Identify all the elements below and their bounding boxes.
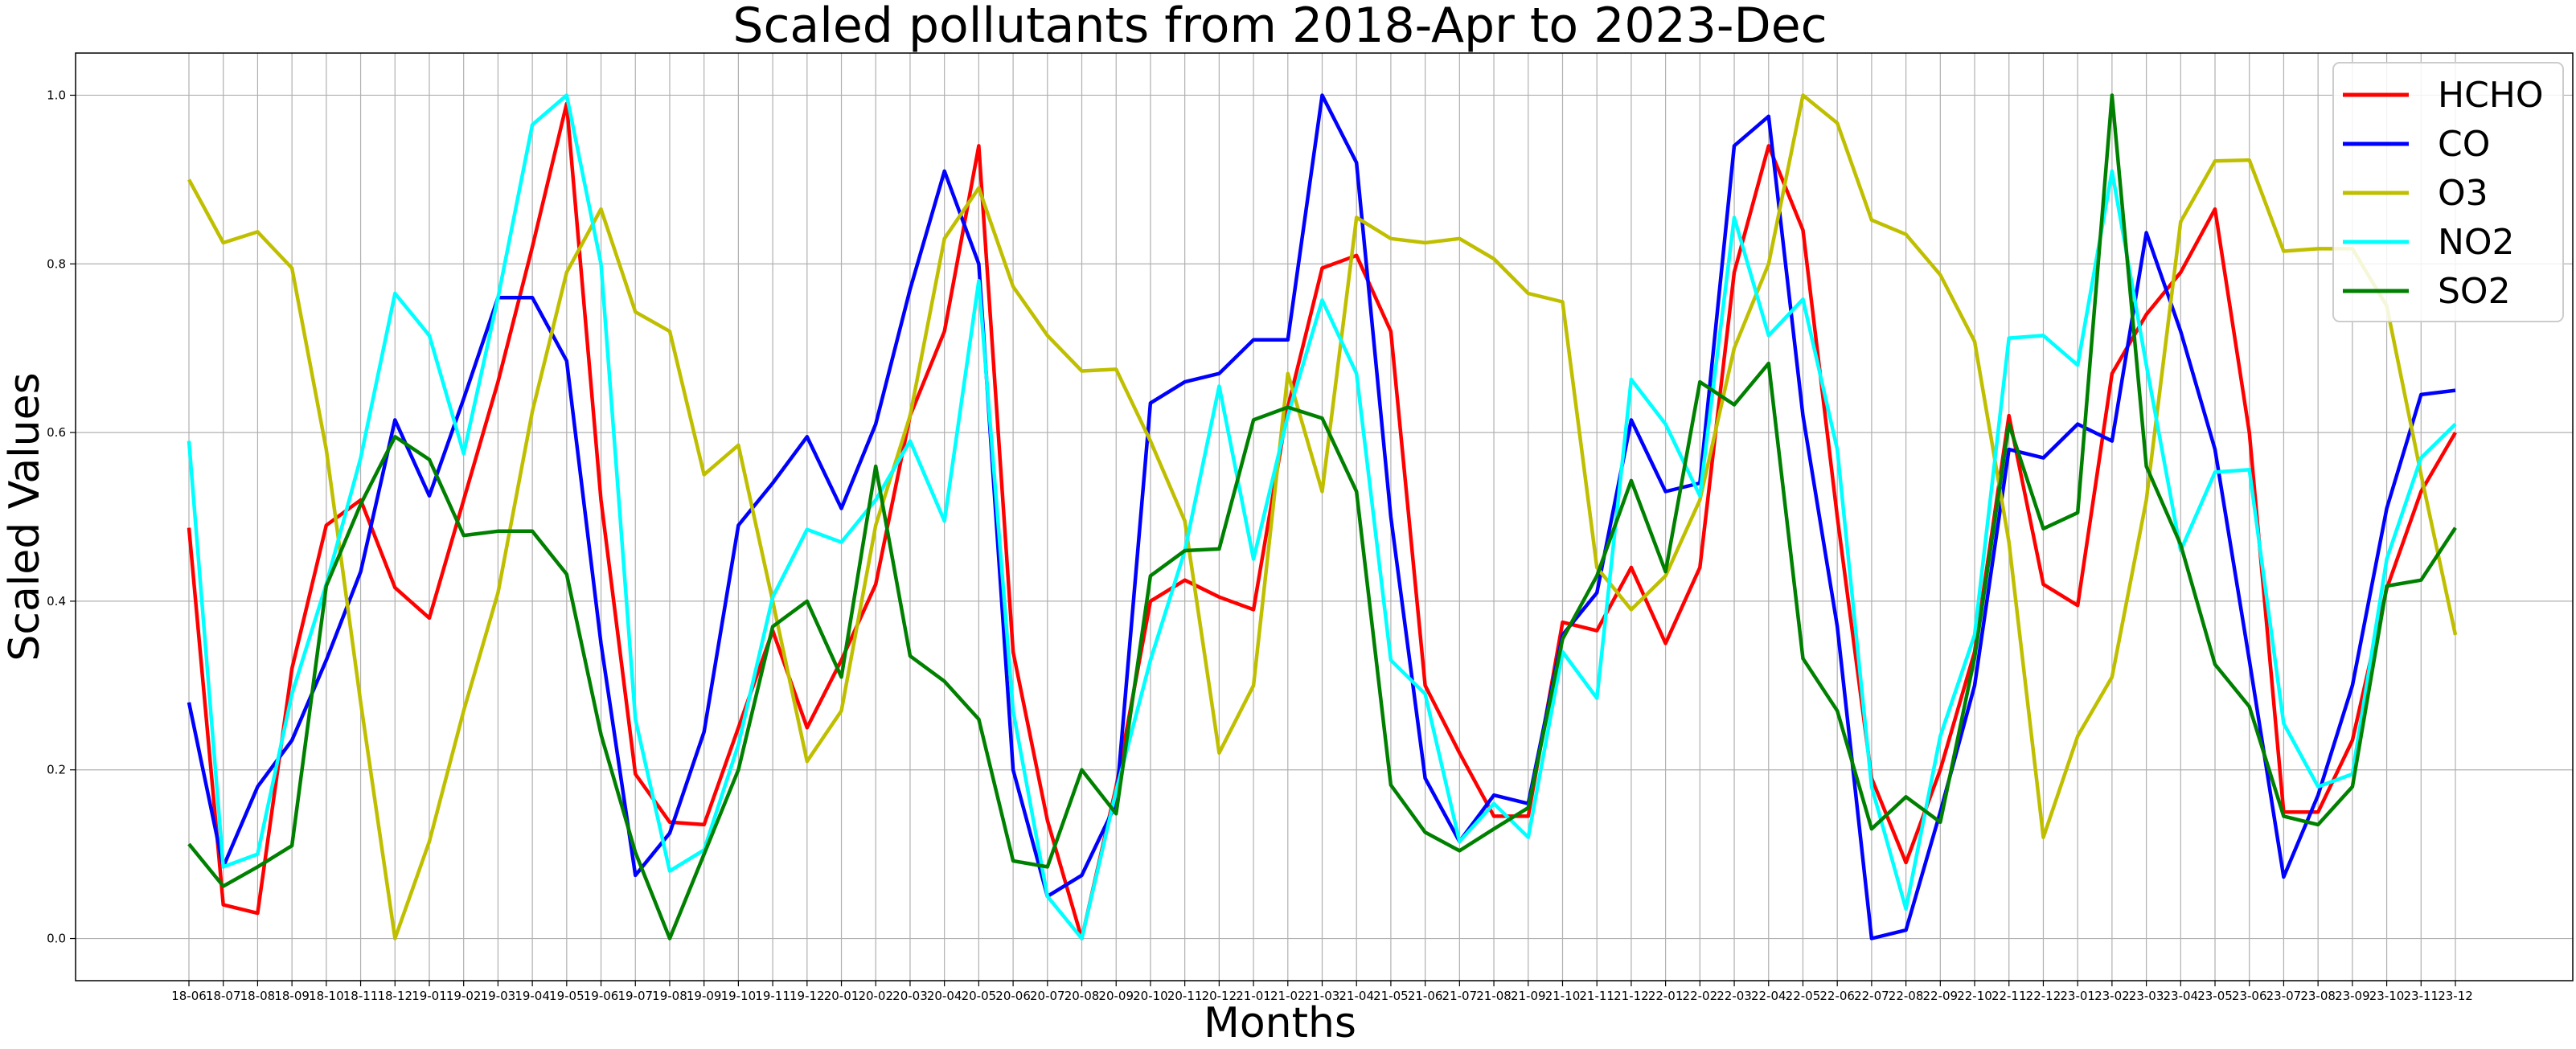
x-tick-label: 19-05 (549, 989, 585, 1003)
x-tick-label: 19-11 (755, 989, 790, 1003)
x-tick-label: 18-10 (309, 989, 344, 1003)
x-tick-label: 20-11 (1167, 989, 1203, 1003)
x-tick-label: 20-01 (824, 989, 859, 1003)
x-tick-label: 20-07 (1030, 989, 1065, 1003)
x-tick-label: 21-08 (1476, 989, 1512, 1003)
x-tick-label: 20-12 (1202, 989, 1237, 1003)
x-tick-label: 23-07 (2266, 989, 2302, 1003)
legend-box (2332, 62, 2564, 322)
x-tick-label: 21-05 (1373, 989, 1409, 1003)
x-tick-label: 23-05 (2197, 989, 2233, 1003)
x-tick-label: 19-01 (412, 989, 447, 1003)
x-tick-label: 23-08 (2300, 989, 2336, 1003)
y-axis-label: Scaled Values (1, 372, 49, 661)
y-tick-label: 1.0 (47, 88, 66, 102)
x-axis-label: Months (1204, 999, 1356, 1047)
x-tick-label: 19-08 (652, 989, 687, 1003)
x-tick-label: 22-09 (1923, 989, 1959, 1003)
x-tick-label: 22-10 (1957, 989, 1992, 1003)
x-tick-label: 21-01 (1236, 989, 1271, 1003)
x-tick-label: 23-01 (2060, 989, 2095, 1003)
x-tick-label: 18-11 (343, 989, 379, 1003)
x-tick-label: 22-12 (2026, 989, 2061, 1003)
legend-label-co: CO (2438, 124, 2490, 165)
x-tick-label: 21-02 (1270, 989, 1306, 1003)
x-tick-label: 21-04 (1339, 989, 1374, 1003)
x-tick-label: 22-05 (1786, 989, 1821, 1003)
x-tick-label: 20-05 (962, 989, 997, 1003)
x-tick-label: 20-09 (1098, 989, 1134, 1003)
legend-label-so2: SO2 (2438, 271, 2511, 312)
x-tick-label: 21-09 (1511, 989, 1546, 1003)
x-tick-label: 21-12 (1614, 989, 1649, 1003)
x-tick-label: 23-04 (2164, 989, 2199, 1003)
x-tick-label: 19-04 (515, 989, 550, 1003)
x-tick-label: 19-02 (446, 989, 482, 1003)
x-tick-label: 22-08 (1889, 989, 1924, 1003)
x-tick-label: 22-03 (1717, 989, 1752, 1003)
x-tick-label: 20-04 (927, 989, 962, 1003)
x-tick-label: 22-11 (1991, 989, 2027, 1003)
x-tick-label: 19-09 (687, 989, 722, 1003)
x-tick-label: 22-06 (1819, 989, 1855, 1003)
x-tick-label: 22-02 (1683, 989, 1718, 1003)
x-tick-label: 23-02 (2094, 989, 2130, 1003)
x-tick-label: 18-06 (171, 989, 207, 1003)
x-tick-label: 18-07 (206, 989, 241, 1003)
x-tick-label: 23-10 (2369, 989, 2405, 1003)
x-tick-label: 19-10 (721, 989, 757, 1003)
x-tick-label: 21-10 (1545, 989, 1581, 1003)
x-tick-label: 18-08 (240, 989, 276, 1003)
x-tick-label: 20-02 (858, 989, 893, 1003)
x-tick-label: 23-03 (2129, 989, 2164, 1003)
x-tick-label: 19-07 (617, 989, 653, 1003)
x-tick-label: 18-09 (274, 989, 310, 1003)
x-tick-label: 21-03 (1305, 989, 1340, 1003)
x-tick-label: 23-06 (2232, 989, 2267, 1003)
legend: HCHO CO O3 NO2 SO2 (2332, 62, 2564, 322)
series-line-no2 (187, 93, 2457, 940)
chart-title: Scaled pollutants from 2018-Apr to 2023-… (732, 0, 1827, 54)
y-tick-label: 0.0 (47, 932, 66, 946)
x-tick-label: 20-06 (995, 989, 1031, 1003)
legend-label-hcho: HCHO (2438, 75, 2544, 116)
x-tick-label: 20-10 (1133, 989, 1168, 1003)
series-line-co (187, 93, 2456, 940)
x-tick-label: 22-01 (1648, 989, 1684, 1003)
legend-label-no2: NO2 (2438, 222, 2515, 263)
x-tick-label: 22-04 (1751, 989, 1786, 1003)
x-tick-label: 19-12 (790, 989, 825, 1003)
plot-frame (75, 52, 2574, 981)
grid (76, 53, 2573, 981)
x-tick-label: 20-08 (1064, 989, 1100, 1003)
series-group (187, 93, 2458, 940)
x-tick-label: 19-03 (481, 989, 516, 1003)
x-tick-label: 23-11 (2403, 989, 2439, 1003)
y-tick-label: 0.6 (47, 425, 66, 440)
y-tick-label: 0.2 (47, 763, 66, 777)
legend-label-o3: O3 (2438, 173, 2488, 214)
x-tick-label: 20-03 (892, 989, 928, 1003)
x-tick-label: 22-07 (1854, 989, 1889, 1003)
y-tick-label: 0.8 (47, 256, 66, 271)
x-tick-label: 23-12 (2438, 989, 2473, 1003)
x-tick-label: 21-06 (1408, 989, 1443, 1003)
series-line-so2 (187, 93, 2457, 940)
x-tick-label: 21-07 (1442, 989, 1478, 1003)
y-tick-label: 0.4 (47, 594, 66, 609)
x-tick-label: 21-11 (1579, 989, 1614, 1003)
x-ticks: 18-06 18-07 18-08 18-09 18-10 18-11 18-12 19-01… (171, 981, 2473, 1003)
x-tick-label: 23-09 (2335, 989, 2370, 1003)
series-line-o3 (187, 93, 2458, 940)
x-tick-label: 18-12 (377, 989, 412, 1003)
x-tick-label: 19-06 (584, 989, 619, 1003)
y-ticks: 0.0 0.2 0.4 0.6 0.8 1.0 (47, 88, 76, 946)
